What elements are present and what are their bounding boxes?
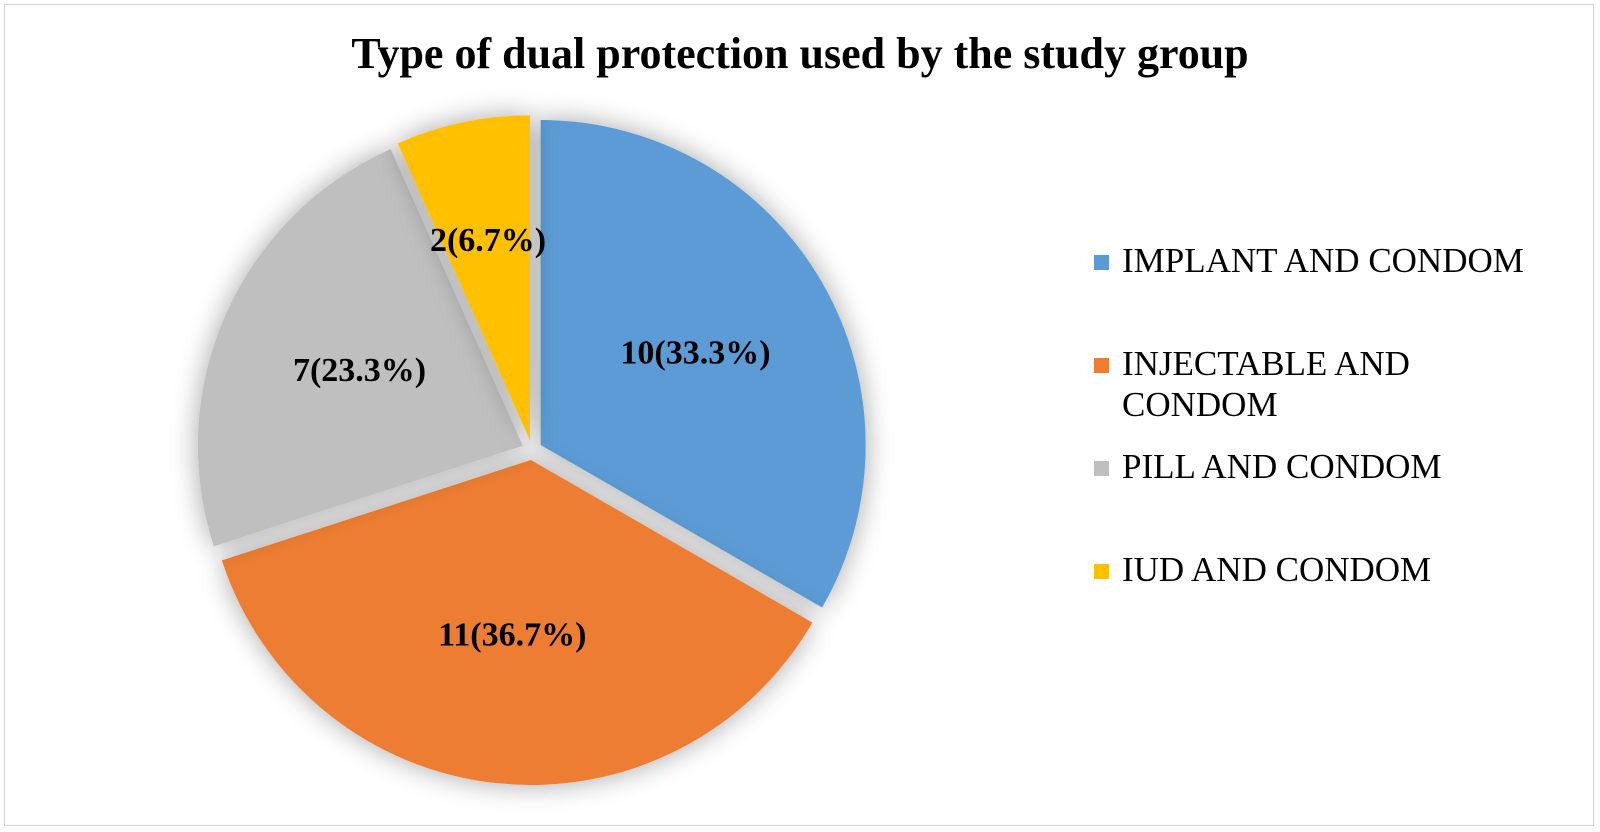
data-label-pill-and-condom: 7(23.3%) xyxy=(293,352,426,389)
pie-data-labels: 10(33.3%) 11(36.7%) 7(23.3%) 2(6.7%) xyxy=(293,222,771,654)
legend-item-implant-and-condom: IMPLANT AND CONDOM xyxy=(1094,240,1564,281)
pie-slice-iud-and-condom xyxy=(397,115,530,441)
pie-slices xyxy=(197,115,866,785)
legend-item-iud-and-condom: IUD AND CONDOM xyxy=(1094,549,1564,590)
legend-swatch xyxy=(1094,358,1109,373)
legend-label: PILL AND CONDOM xyxy=(1122,447,1442,486)
legend-swatch xyxy=(1094,461,1109,476)
data-label-injectable-and-condom: 11(36.7%) xyxy=(438,617,586,654)
data-label-implant-and-condom: 10(33.3%) xyxy=(620,334,770,371)
pie-slice-pill-and-condom xyxy=(197,149,523,547)
legend-item-pill-and-condom: PILL AND CONDOM xyxy=(1094,446,1564,487)
legend: IMPLANT AND CONDOM INJECTABLE AND CONDOM P… xyxy=(1094,240,1564,590)
legend-label: IMPLANT AND CONDOM xyxy=(1122,241,1524,280)
legend-item-injectable-and-condom: INJECTABLE AND CONDOM xyxy=(1094,343,1452,425)
pie-slice-injectable-and-condom xyxy=(221,459,813,785)
pie-slice-implant-and-condom xyxy=(540,120,866,608)
data-label-iud-and-condom: 2(6.7%) xyxy=(430,222,546,259)
legend-label: IUD AND CONDOM xyxy=(1122,550,1432,589)
legend-swatch xyxy=(1094,564,1109,579)
legend-swatch xyxy=(1094,255,1109,270)
legend-label: INJECTABLE AND CONDOM xyxy=(1122,344,1410,424)
chart-title: Type of dual protection used by the stud… xyxy=(351,29,1249,78)
